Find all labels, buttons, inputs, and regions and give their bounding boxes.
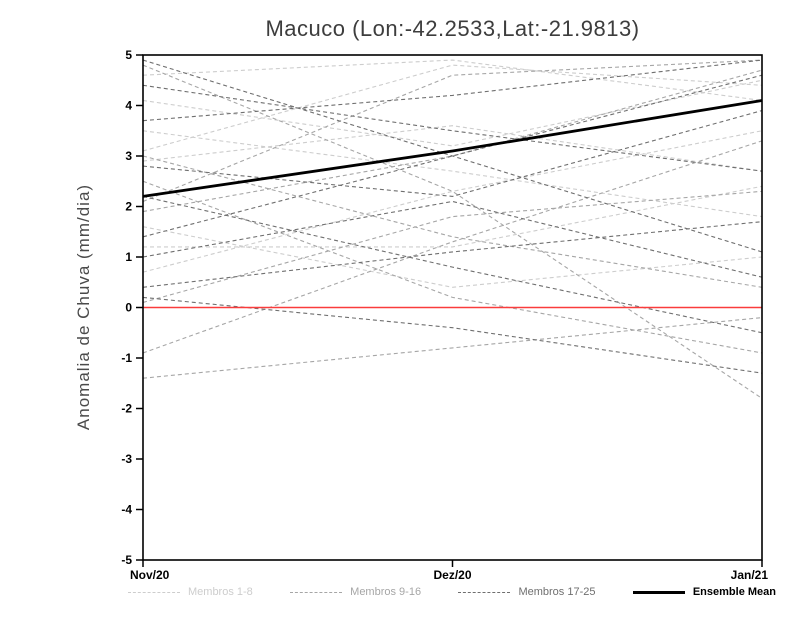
member-line	[142, 59, 763, 122]
dashed-line-swatch	[128, 591, 180, 593]
member-line	[142, 59, 763, 253]
member-line	[142, 59, 763, 101]
y-tick-label: 2	[125, 200, 132, 214]
member-line	[142, 296, 763, 374]
member-line	[142, 190, 763, 303]
y-tick-label: -2	[121, 402, 132, 416]
y-tick-label: 5	[125, 48, 132, 62]
member-line	[142, 69, 763, 213]
legend-label: Ensemble Mean	[692, 586, 776, 598]
member-line	[142, 200, 763, 278]
member-line	[142, 130, 763, 218]
x-tick-label: Dez/20	[433, 568, 471, 582]
legend-entry-ensemble-mean: Ensemble Mean	[632, 586, 776, 598]
y-tick-label: -5	[121, 553, 132, 567]
dashed-line-swatch	[290, 591, 343, 593]
x-tick-label: Nov/20	[130, 568, 170, 582]
y-tick-label: 3	[125, 149, 132, 163]
y-tick-label: -4	[121, 503, 132, 517]
legend-entry-members-1-8: Membros 1-8	[128, 586, 253, 598]
y-tick-label: 1	[125, 250, 132, 264]
legend-label: Membros 17-25	[518, 586, 596, 598]
member-line	[142, 317, 763, 379]
solid-line-swatch	[632, 590, 685, 594]
member-line	[142, 64, 763, 152]
member-line	[143, 185, 763, 248]
member-line	[142, 195, 763, 334]
member-line	[142, 125, 763, 172]
legend-label: Membros 1-8	[188, 586, 253, 598]
x-tick-label: Jan/21	[731, 568, 769, 582]
member-line	[142, 130, 763, 273]
member-line	[142, 155, 763, 288]
y-tick-label: 0	[125, 301, 132, 315]
member-line	[142, 74, 763, 238]
member-line	[142, 64, 763, 399]
y-tick-label: -3	[121, 452, 132, 466]
y-tick-label: 4	[125, 99, 132, 113]
chart-legend: Membros 1-8 Membros 9-16 Membros 17-25 E…	[128, 586, 776, 598]
member-line	[142, 84, 763, 172]
member-line	[142, 59, 763, 202]
legend-entry-members-17-25: Membros 17-25	[458, 586, 595, 598]
legend-label: Membros 9-16	[350, 586, 422, 598]
member-line	[142, 226, 763, 288]
dashed-line-swatch	[458, 591, 511, 593]
member-line	[142, 180, 763, 354]
chart-title: Macuco (Lon:-42.2533,Lat:-21.9813)	[265, 16, 640, 41]
y-tick-label: -1	[121, 351, 132, 365]
ensemble-mean-line	[142, 99, 763, 198]
member-line	[142, 110, 763, 197]
legend-entry-members-9-16: Membros 9-16	[290, 586, 421, 598]
member-line	[142, 221, 763, 288]
